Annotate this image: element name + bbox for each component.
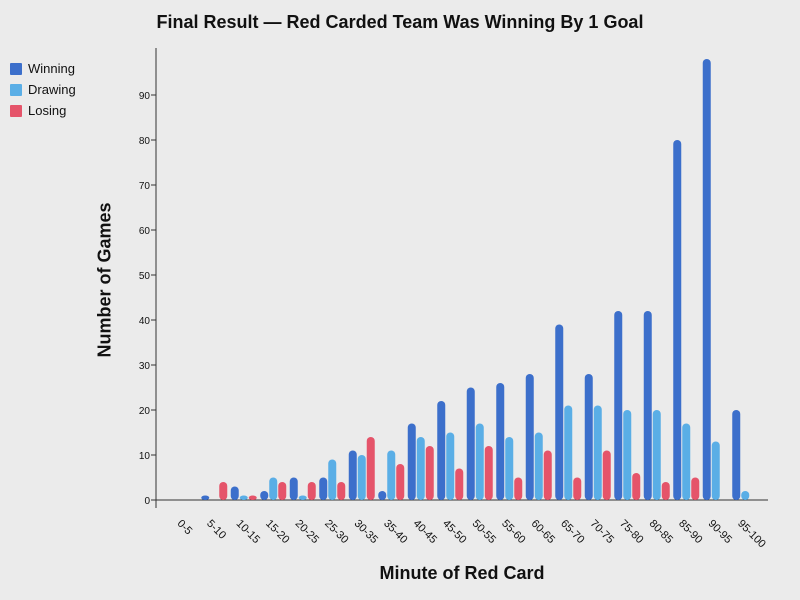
bar-losing-60-65 (543, 450, 552, 500)
bar-winning-20-25 (289, 477, 298, 500)
x-tick-label: 90-95 (706, 518, 734, 546)
legend-swatch (10, 104, 22, 117)
y-tick-label: 60 (139, 226, 151, 237)
bar-drawing-45-50 (446, 432, 455, 500)
bar-drawing-85-90 (682, 423, 691, 500)
x-tick-label: 75-80 (617, 518, 645, 546)
bar-drawing-80-85 (652, 410, 661, 500)
x-tick-label: 50-55 (470, 518, 498, 546)
x-tick-label: 5-10 (204, 518, 228, 542)
bar-drawing-10-15 (239, 495, 248, 500)
bar-losing-70-75 (602, 450, 611, 500)
x-tick-label: 70-75 (588, 518, 616, 546)
y-tick-label: 70 (139, 181, 151, 192)
bar-losing-85-90 (691, 477, 700, 500)
y-tick-label: 80 (139, 136, 151, 147)
bar-winning-95-100 (732, 410, 741, 500)
bar-winning-60-65 (525, 374, 534, 500)
bar-losing-35-40 (396, 464, 405, 500)
bar-drawing-15-20 (269, 477, 278, 500)
bar-winning-70-75 (584, 374, 593, 500)
bar-drawing-90-95 (711, 441, 720, 500)
x-tick-label: 40-45 (411, 518, 439, 546)
bar-losing-20-25 (307, 482, 316, 500)
x-tick-label: 65-70 (558, 518, 586, 546)
bar-drawing-95-100 (741, 491, 750, 500)
y-tick-label: 30 (139, 361, 151, 372)
bar-losing-30-35 (366, 437, 375, 500)
bar-losing-5-10 (219, 482, 228, 500)
y-tick-label: 90 (139, 91, 151, 102)
x-tick-label: 85-90 (676, 518, 704, 546)
y-tick-label: 0 (144, 496, 150, 507)
bar-winning-10-15 (230, 486, 239, 500)
bar-winning-75-80 (614, 311, 623, 500)
bar-losing-45-50 (455, 468, 464, 500)
x-tick-label: 20-25 (293, 518, 321, 546)
bar-drawing-65-70 (564, 405, 573, 500)
x-tick-label: 80-85 (647, 518, 675, 546)
x-tick-label: 45-50 (440, 518, 468, 546)
bar-drawing-30-35 (357, 455, 366, 500)
legend-swatch (10, 62, 22, 75)
bar-winning-80-85 (643, 311, 652, 500)
y-tick-label: 50 (139, 271, 151, 282)
bar-drawing-50-55 (475, 423, 484, 500)
bar-drawing-70-75 (593, 405, 602, 500)
x-tick-label: 30-35 (352, 518, 380, 546)
bar-losing-65-70 (573, 477, 582, 500)
bar-winning-30-35 (348, 450, 357, 500)
bar-losing-55-60 (514, 477, 523, 500)
legend-label: Drawing (28, 82, 76, 97)
legend-swatch (10, 83, 22, 96)
bar-winning-90-95 (702, 59, 711, 500)
legend-item-winning: Winning (10, 58, 76, 79)
x-tick-label: 25-30 (322, 518, 350, 546)
legend: Winning Drawing Losing (10, 58, 76, 121)
y-tick-label: 10 (139, 451, 151, 462)
x-tick-label: 15-20 (263, 518, 291, 546)
y-tick-label: 40 (139, 316, 151, 327)
x-tick-label: 55-60 (499, 518, 527, 546)
bar-losing-80-85 (661, 482, 670, 500)
legend-item-losing: Losing (10, 100, 76, 121)
bar-winning-35-40 (378, 491, 387, 500)
x-tick-label: 10-15 (234, 518, 262, 546)
legend-label: Winning (28, 61, 75, 76)
bar-winning-50-55 (466, 387, 475, 500)
legend-label: Losing (28, 103, 67, 118)
x-tick-label: 95-100 (735, 518, 768, 551)
x-tick-label: 60-65 (529, 518, 557, 546)
bar-winning-45-50 (437, 401, 446, 500)
bar-losing-25-30 (337, 482, 346, 500)
y-tick-label: 20 (139, 406, 151, 417)
bar-losing-15-20 (278, 482, 287, 500)
bar-winning-25-30 (319, 477, 328, 500)
bar-winning-85-90 (673, 140, 682, 500)
bar-losing-10-15 (248, 495, 257, 500)
legend-item-drawing: Drawing (10, 79, 76, 100)
x-tick-label: 0-5 (175, 518, 195, 538)
bar-drawing-25-30 (328, 459, 337, 500)
bar-winning-55-60 (496, 383, 505, 500)
bar-losing-40-45 (425, 446, 434, 500)
bar-winning-15-20 (260, 491, 269, 500)
bar-drawing-40-45 (416, 437, 425, 500)
bar-drawing-35-40 (387, 450, 396, 500)
bar-drawing-60-65 (534, 432, 543, 500)
bar-drawing-20-25 (298, 495, 307, 500)
bar-losing-50-55 (484, 446, 493, 500)
bar-drawing-75-80 (623, 410, 632, 500)
x-axis-label: Minute of Red Card (379, 563, 545, 583)
bar-drawing-55-60 (505, 437, 514, 500)
bar-winning-65-70 (555, 324, 564, 500)
bar-losing-75-80 (632, 473, 641, 500)
chart-title: Final Result — Red Carded Team Was Winni… (156, 12, 644, 32)
bar-winning-5-10 (201, 495, 210, 500)
bar-winning-40-45 (407, 423, 416, 500)
x-tick-label: 35-40 (381, 518, 409, 546)
